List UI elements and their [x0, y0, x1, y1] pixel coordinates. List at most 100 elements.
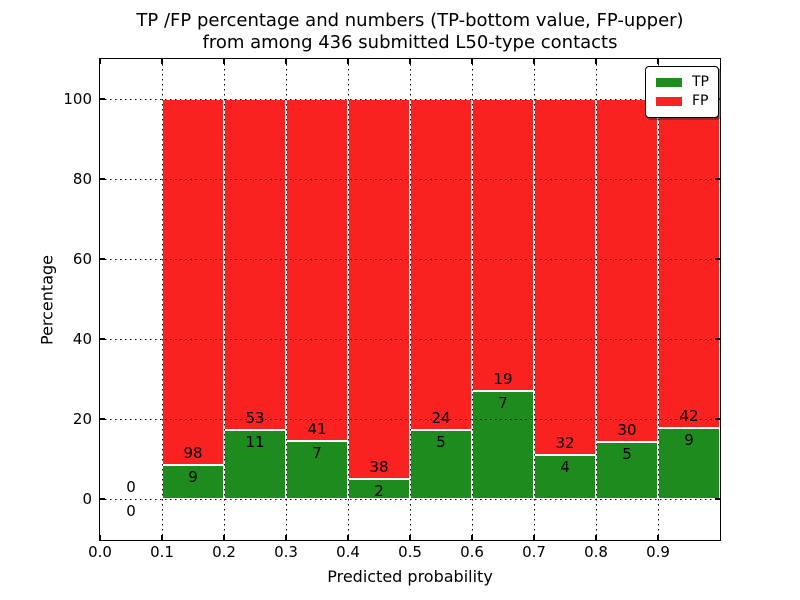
fp-bar-segment — [162, 99, 224, 466]
x-tick-mark-bottom — [223, 535, 225, 540]
x-tick-mark-bottom — [595, 535, 597, 540]
grid-layer — [100, 59, 720, 540]
fp-legend-swatch — [655, 96, 683, 107]
legend-row: FP — [655, 92, 709, 111]
y-gridline — [100, 98, 720, 100]
x-tick-mark-top — [595, 59, 597, 64]
x-tick-mark-top — [657, 59, 659, 64]
x-tick-label: 0.4 — [336, 543, 360, 561]
x-tick-mark-bottom — [161, 535, 163, 540]
x-tick-mark-top — [347, 59, 349, 64]
tp-count-label: 7 — [498, 394, 508, 413]
x-tick-mark-top — [285, 59, 287, 64]
fp-bar-segment — [658, 99, 720, 429]
fp-bar-segment — [472, 99, 534, 392]
tp-count-label: 9 — [188, 468, 198, 487]
x-tick-label: 0.5 — [398, 543, 422, 561]
tp-bar-segment — [162, 465, 224, 499]
y-tick-mark-right — [715, 338, 720, 340]
x-gridline — [409, 59, 411, 540]
fp-count-label: 41 — [307, 419, 327, 438]
x-axis-label: Predicted probability — [327, 567, 493, 586]
chart-title: TP /FP percentage and numbers (TP-bottom… — [100, 10, 720, 54]
x-tick-mark-bottom — [409, 535, 411, 540]
x-gridline — [595, 59, 597, 540]
x-tick-mark-top — [223, 59, 225, 64]
y-tick-mark-left — [100, 498, 105, 500]
x-tick-mark-bottom — [657, 535, 659, 540]
y-tick-label: 0 — [82, 490, 92, 508]
y-tick-mark-right — [715, 178, 720, 180]
x-gridline — [533, 59, 535, 540]
fp-count-label: 19 — [493, 370, 513, 389]
tp-count-label: 5 — [622, 444, 632, 463]
fp-bar-segment — [286, 99, 348, 441]
tp-count-label: 9 — [684, 431, 694, 450]
tp-count-label: 5 — [436, 433, 446, 452]
x-tick-label: 0.3 — [274, 543, 298, 561]
y-tick-mark-left — [100, 258, 105, 260]
y-tick-mark-left — [100, 418, 105, 420]
fp-count-label: 42 — [679, 407, 699, 426]
chart-title-line2: from among 436 submitted L50-type contac… — [202, 32, 618, 53]
x-tick-mark-bottom — [100, 535, 101, 540]
bars-layer — [100, 59, 720, 540]
tp-count-label: 7 — [312, 443, 322, 462]
tp-bar-segment — [286, 440, 348, 499]
x-tick-label: 0.2 — [212, 543, 236, 561]
fp-bar-segment — [534, 99, 596, 455]
x-gridline — [161, 59, 163, 540]
x-tick-mark-top — [409, 59, 411, 64]
y-gridline — [100, 178, 720, 180]
tp-count-label: 0 — [126, 502, 136, 520]
y-tick-mark-left — [100, 338, 105, 340]
y-tick-mark-left — [100, 178, 105, 180]
x-tick-mark-top — [471, 59, 473, 64]
x-tick-mark-top — [161, 59, 163, 64]
y-tick-mark-right — [715, 258, 720, 260]
y-tick-mark-right — [715, 498, 720, 500]
legend-row: TP — [655, 73, 709, 92]
fp-count-label: 53 — [245, 409, 265, 428]
x-tick-mark-top — [533, 59, 535, 64]
x-tick-label: 0.8 — [584, 543, 608, 561]
tp-bar-segment — [658, 428, 720, 499]
tp-count-label: 4 — [560, 457, 570, 476]
tp-count-label: 2 — [374, 482, 384, 500]
y-tick-label: 20 — [72, 410, 92, 428]
fp-count-label: 98 — [183, 444, 203, 463]
x-gridline — [285, 59, 287, 540]
chart-title-line1: TP /FP percentage and numbers (TP-bottom… — [136, 10, 684, 31]
x-tick-mark-bottom — [285, 535, 287, 540]
y-tick-label: 80 — [72, 170, 92, 188]
x-gridline — [657, 59, 659, 540]
x-tick-label: 0.6 — [460, 543, 484, 561]
x-tick-label: 0.9 — [646, 543, 670, 561]
fp-count-label: 24 — [431, 409, 451, 428]
y-tick-mark-left — [100, 98, 105, 100]
x-tick-mark-bottom — [471, 535, 473, 540]
y-tick-mark-right — [715, 418, 720, 420]
fp-count-label: 30 — [617, 420, 637, 439]
y-tick-label: 60 — [72, 250, 92, 268]
x-tick-mark-bottom — [533, 535, 535, 540]
x-gridline — [347, 59, 349, 540]
x-tick-mark-top — [100, 59, 101, 64]
y-gridline — [100, 498, 720, 500]
legend-label: TP — [692, 74, 709, 90]
tp-bar-segment — [410, 430, 472, 499]
y-tick-label: 40 — [72, 330, 92, 348]
plot-area: 0 0 98 9 53 11 41 7 38 2 24 5 19 7 32 4 30 5 42 9 — [99, 58, 721, 541]
x-tick-mark-bottom — [347, 535, 349, 540]
legend-label: FP — [692, 93, 709, 109]
tp-bar-segment — [596, 441, 658, 499]
tp-count-label: 11 — [245, 433, 265, 452]
fp-bar-segment — [596, 99, 658, 442]
x-tick-label: 0.7 — [522, 543, 546, 561]
y-gridline — [100, 258, 720, 260]
fp-count-label: 38 — [369, 458, 389, 476]
x-gridline — [223, 59, 225, 540]
fp-count-label: 32 — [555, 433, 575, 452]
y-gridline — [100, 338, 720, 340]
